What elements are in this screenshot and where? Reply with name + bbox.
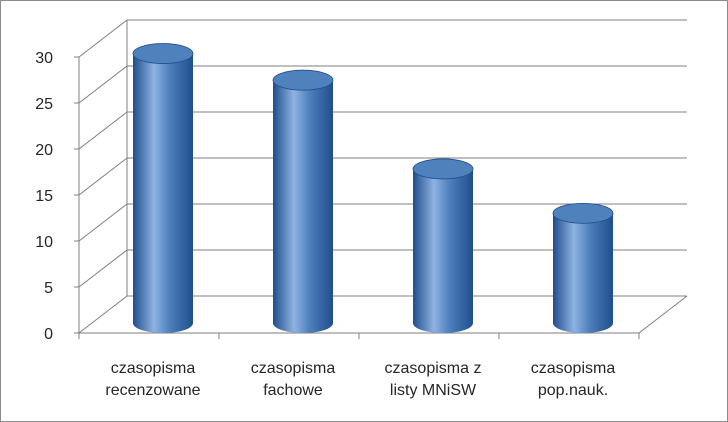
bar-top [272,69,334,91]
bars-layer [132,43,614,334]
x-category-label: czasopisma recenzowane [105,360,200,399]
wall-gridline [78,295,128,334]
y-tick-labels: 0 5 10 15 20 25 30 [35,50,53,343]
wall-gridline [78,111,128,150]
wall-gridline [78,249,128,288]
x-category-label: czasopisma pop.nauk. [531,360,616,399]
wall-gridline [78,19,128,58]
y-tick-label: 5 [44,280,53,297]
x-category-label: czasopisma z listy MNiSW [385,360,482,399]
y-tick-label: 20 [35,142,53,159]
bar [552,202,614,333]
wall-gridline [78,157,128,196]
wall-gridline [78,65,128,104]
wall-gridline [78,203,128,242]
bar-body [273,80,333,333]
y-tick-label: 25 [35,96,53,113]
floor-edge [638,295,688,334]
bar-top [132,43,194,64]
bar-body [553,213,613,333]
y-tick-label: 0 [44,326,53,343]
bar-body [413,168,473,333]
y-tick-label: 30 [35,50,53,67]
bar [132,43,194,334]
x-category-labels: czasopisma recenzowane czasopisma fachowe cz… [105,360,615,399]
bar-body [133,53,193,334]
bar [412,158,474,333]
grid-layer [74,19,688,339]
bar-top [552,202,614,224]
bar-top [412,158,474,180]
bar [272,69,334,333]
y-tick-label: 15 [35,188,53,205]
x-category-label: czasopisma fachowe [251,360,336,399]
y-tick-label: 10 [35,234,53,251]
